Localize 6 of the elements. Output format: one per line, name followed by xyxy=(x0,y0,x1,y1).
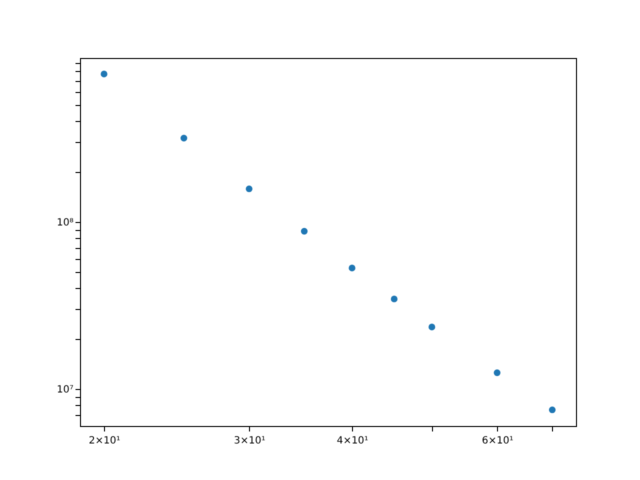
x-tick-label: 2×10¹ xyxy=(88,436,120,446)
x-tick-label: 3×10¹ xyxy=(234,436,266,446)
x-tick-label: 4×10¹ xyxy=(336,436,368,446)
y-tick-label: 10⁷ xyxy=(56,384,74,396)
y-tick-label: 10⁸ xyxy=(56,218,74,228)
x-tick-label: 6×10¹ xyxy=(482,436,514,446)
